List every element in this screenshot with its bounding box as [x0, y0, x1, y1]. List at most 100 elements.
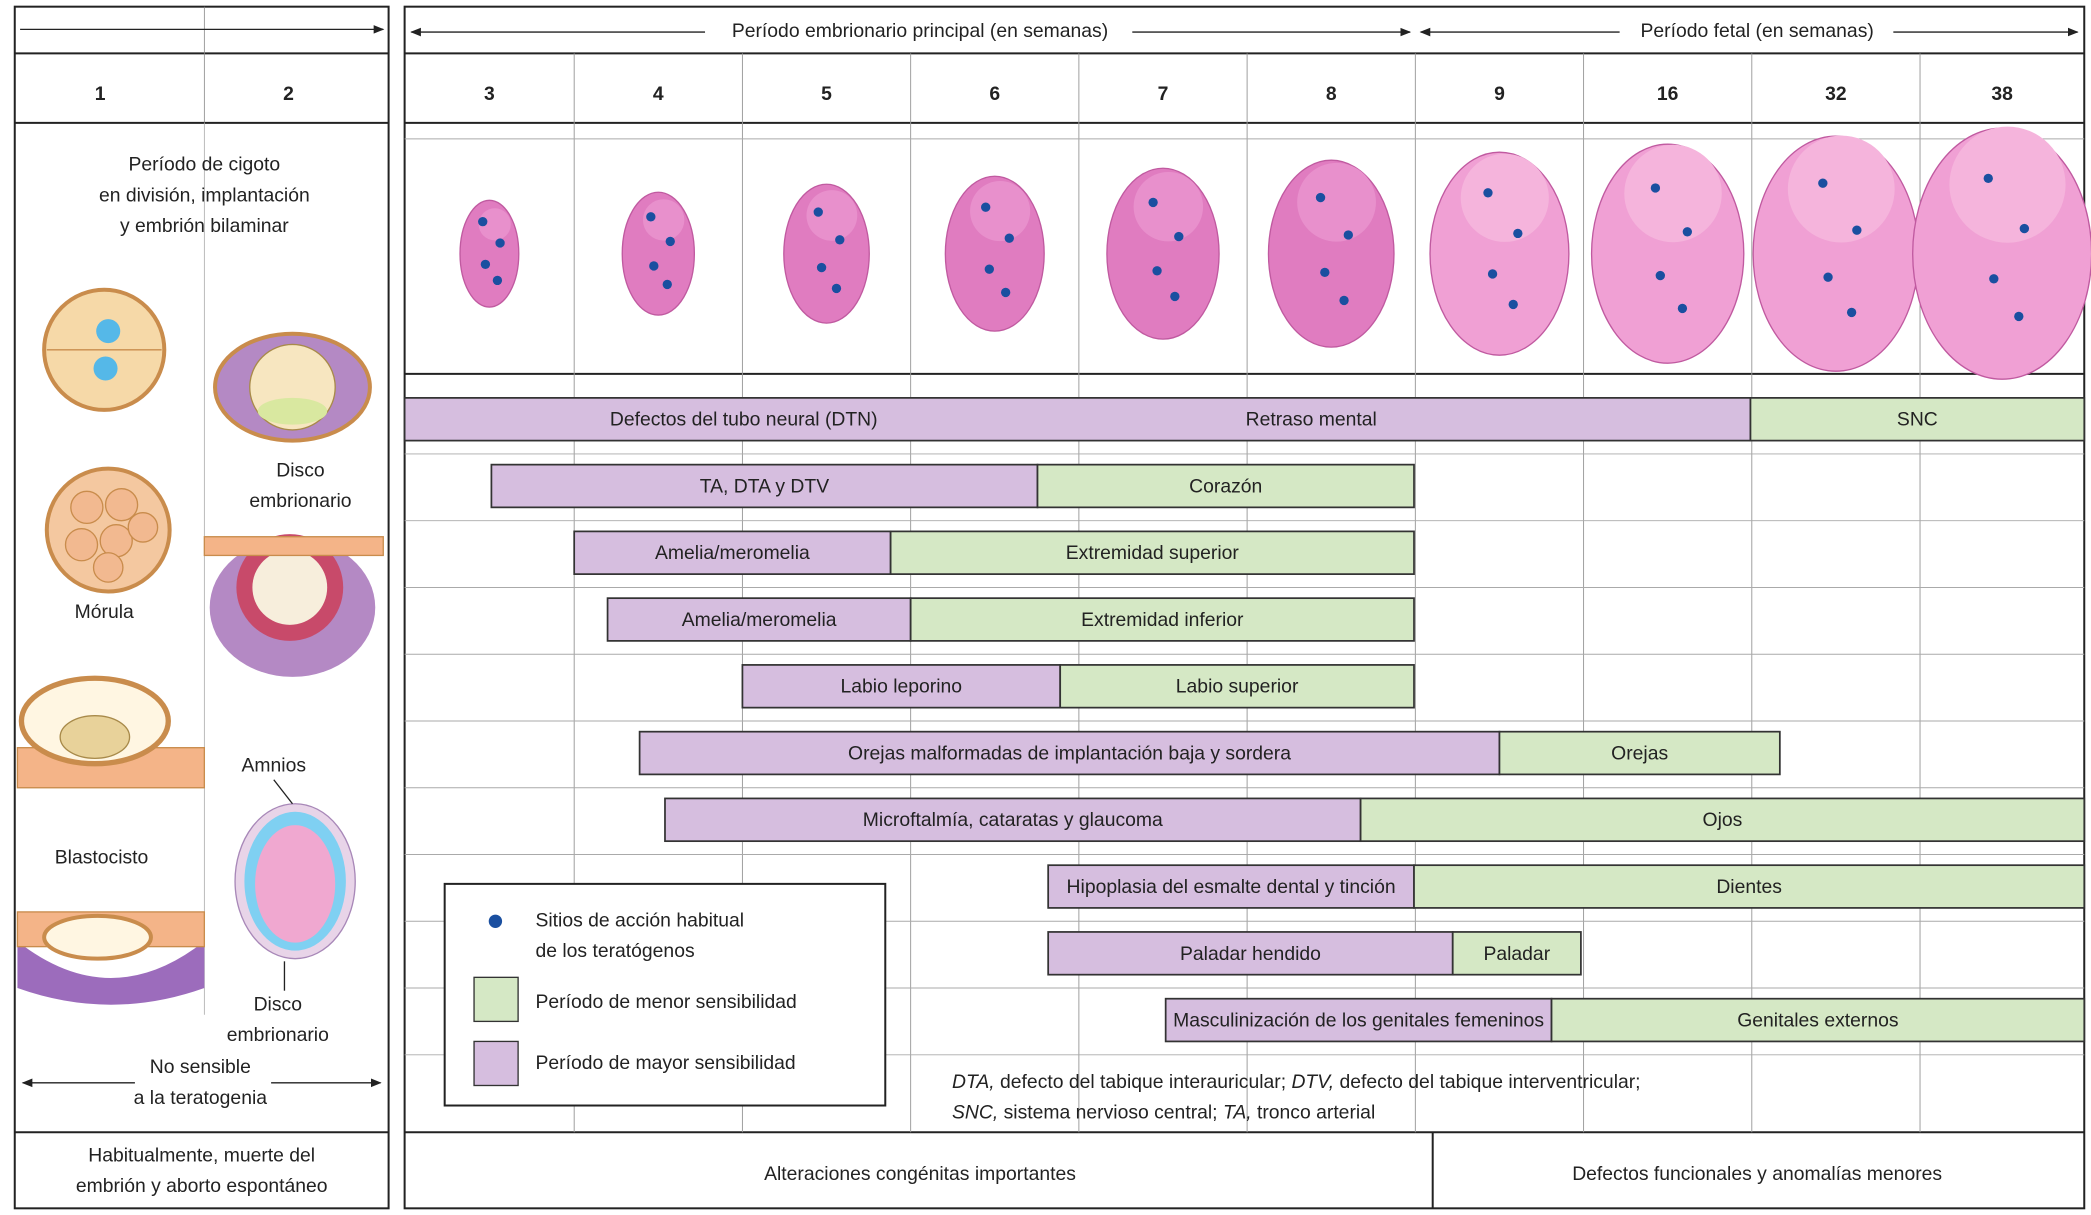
teratogen-site	[649, 261, 659, 271]
label: 9	[1494, 83, 1505, 105]
legend-swatch	[473, 1040, 519, 1087]
sensitivity-bar	[403, 397, 1752, 442]
label: y embrión bilaminar	[120, 215, 289, 237]
label: Ojos	[1703, 809, 1743, 831]
teratogen-site	[1487, 269, 1498, 279]
label: 8	[1326, 83, 1337, 105]
teratogen-site	[1823, 272, 1833, 282]
label: Período de mayor sensibilidad	[535, 1052, 795, 1074]
teratogen-site	[835, 235, 845, 245]
teratogen-site	[1320, 267, 1330, 278]
sensitivity-bar	[889, 530, 1415, 575]
teratogen-site	[1152, 266, 1162, 276]
label: Hipoplasia del esmalte dental y tinción	[1067, 876, 1396, 898]
label: Corazón	[1189, 475, 1262, 497]
label: embrionario	[227, 1024, 329, 1046]
embryo-head	[806, 190, 858, 241]
label: Labio superior	[1176, 676, 1299, 698]
teratogen-site	[1852, 225, 1862, 235]
teratogen-site	[813, 207, 823, 217]
label: 16	[1657, 83, 1679, 105]
sensitivity-bar	[1451, 931, 1582, 976]
label: 6	[989, 83, 1000, 105]
teratogen-site	[1170, 291, 1180, 302]
legend-swatch	[473, 976, 519, 1023]
sensitivity-bar	[664, 797, 1362, 843]
label: Habitualmente, muerte del	[88, 1144, 315, 1166]
label: Microftalmía, cataratas y glaucoma	[863, 809, 1163, 831]
footnote: DTA, defecto del tabique interauricular;…	[952, 1071, 1641, 1093]
label: Orejas	[1611, 742, 1668, 764]
label: Paladar	[1483, 943, 1550, 965]
label: Defectos del tubo neural (DTN)	[610, 409, 878, 431]
teratogen-site	[981, 202, 991, 212]
label: Período fetal (en semanas)	[1640, 20, 1873, 42]
label: Orejas malformadas de implantación baja …	[848, 742, 1291, 764]
legend-dot	[488, 914, 503, 928]
footnote: SNC, sistema nervioso central; TA, tronc…	[952, 1102, 1375, 1124]
footnote-part: TA,	[1223, 1102, 1252, 1124]
label: Período embrionario principal (en semana…	[732, 20, 1108, 42]
teratogen-site	[1655, 270, 1665, 281]
teratogen-site	[1677, 303, 1688, 314]
teratogen-site	[1989, 274, 1999, 284]
label: Mórula	[75, 601, 134, 623]
label: 7	[1158, 83, 1169, 105]
label: Amelia/meromelia	[682, 609, 837, 631]
teratogen-site	[984, 264, 994, 274]
sensitivity-bar	[909, 597, 1415, 642]
label: TA, DTA y DTV	[700, 475, 829, 497]
embryo-head	[1949, 126, 2066, 243]
sensitivity-bar	[1550, 997, 2086, 1043]
teratogen-site	[816, 262, 827, 273]
footnote-part: defecto del tabique interauricular;	[995, 1071, 1292, 1093]
footnote-part: DTA,	[952, 1071, 995, 1093]
label: Amelia/meromelia	[655, 542, 810, 564]
sensitivity-bar	[490, 463, 1039, 509]
label: Extremidad superior	[1066, 542, 1240, 564]
sensitivity-bar	[1498, 730, 1781, 776]
teratogen-site	[492, 275, 503, 286]
sensitivity-bar	[1164, 997, 1553, 1043]
sensitivity-bar	[1047, 931, 1454, 976]
teratogen-site	[2019, 223, 2030, 234]
label: Disco	[276, 459, 324, 481]
label: Extremidad inferior	[1081, 609, 1244, 631]
sensitivity-bar	[1059, 664, 1415, 709]
teratogen-site	[662, 279, 672, 290]
label: Paladar hendido	[1180, 943, 1321, 965]
label: Disco	[254, 993, 302, 1015]
label: Labio leporino	[841, 676, 963, 698]
teratogen-site	[1174, 231, 1184, 242]
embryo-head	[1624, 144, 1722, 243]
label: 3	[484, 83, 495, 105]
label: Sitios de acción habitual	[535, 909, 744, 931]
teratogen-site	[1818, 178, 1828, 188]
label: 32	[1825, 83, 1847, 105]
label: Período de menor sensibilidad	[535, 991, 796, 1013]
teratogen-site	[480, 259, 491, 270]
teratogen-site	[665, 236, 675, 247]
sensitivity-bar	[638, 730, 1501, 776]
content: Período embrionario principal (en semana…	[55, 20, 2091, 1197]
teratogen-site	[1846, 307, 1857, 318]
label: 2	[283, 83, 294, 105]
teratogen-site	[1004, 233, 1014, 243]
label: embrión y aborto espontáneo	[76, 1175, 328, 1197]
label: Retraso mental	[1246, 409, 1377, 431]
teratogen-site	[646, 212, 656, 222]
label: Masculinización de los genitales femenin…	[1173, 1010, 1544, 1032]
label: 1	[95, 83, 106, 105]
label: Dientes	[1716, 876, 1782, 898]
label: de los teratógenos	[535, 940, 694, 962]
embryo-head	[1133, 171, 1204, 242]
footnote-part: defecto del tabique interventricular;	[1334, 1071, 1640, 1093]
label: No sensible	[150, 1056, 251, 1078]
sensitivity-bar	[1036, 463, 1415, 509]
teratogen-site	[1483, 188, 1493, 198]
embryo-head	[478, 208, 511, 241]
teratogen-site	[1513, 228, 1523, 239]
footnote-part: DTV,	[1291, 1071, 1334, 1093]
label: Amnios	[242, 754, 307, 776]
